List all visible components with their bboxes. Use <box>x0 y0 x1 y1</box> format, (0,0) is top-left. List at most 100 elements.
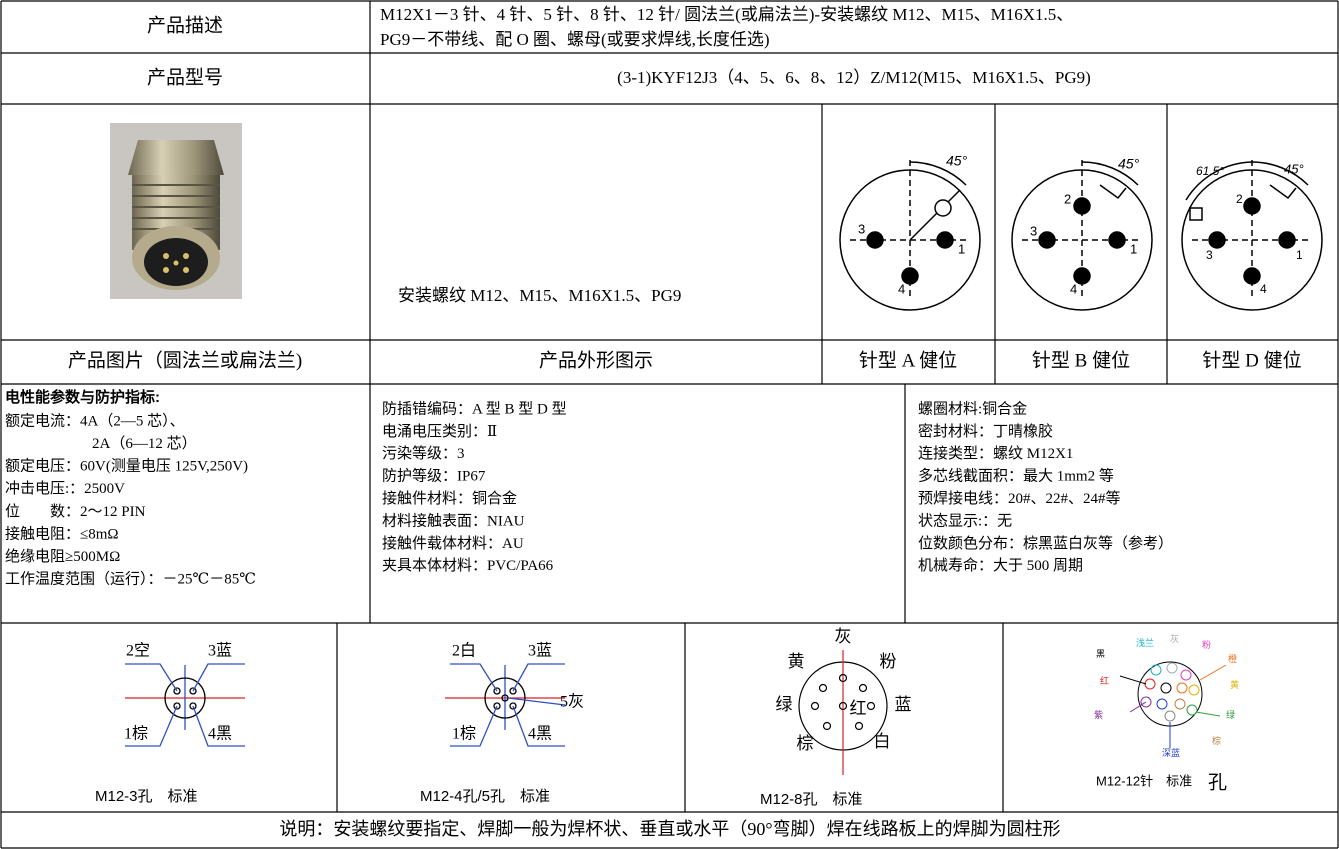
shape <box>164 677 206 719</box>
wire-label: 橙 <box>1228 653 1237 664</box>
shape <box>909 189 961 241</box>
shape <box>1189 207 1203 221</box>
shape <box>1108 231 1126 249</box>
shape <box>183 253 189 259</box>
shape <box>450 663 498 692</box>
shape <box>1195 711 1221 717</box>
angle-label: 61.5° <box>1196 164 1224 178</box>
shape <box>838 701 848 711</box>
shape <box>450 663 566 747</box>
wire-label: 红 <box>850 699 867 718</box>
wire-label: 紫 <box>1094 710 1103 720</box>
shape <box>1199 664 1227 681</box>
shape <box>1176 682 1188 694</box>
shape <box>192 663 245 692</box>
spec-line: 多芯线截面积：最大 1mm2 等 <box>918 467 1114 485</box>
description-line: M12X1－3 针、4 针、5 针、8 针、12 针/ 圆法兰(或扁法兰)-安装… <box>380 5 1073 24</box>
wire-label: 粉 <box>880 652 897 671</box>
shape <box>858 683 868 693</box>
wire-label: 绿 <box>1226 709 1235 720</box>
shape <box>173 260 179 266</box>
row-label: 产品型号 <box>147 66 223 88</box>
wire-label: 浅兰 <box>1136 637 1154 648</box>
shape <box>1185 161 1253 201</box>
wire-label: 1棕 <box>452 725 476 743</box>
pin-number: 1 <box>958 241 965 256</box>
shape <box>493 702 501 710</box>
shape <box>818 683 828 693</box>
wire-label: 棕 <box>797 734 814 753</box>
spec-line: 额定电流：4A（2—5 芯）、 <box>5 412 185 429</box>
shape <box>1251 161 1309 186</box>
keying-b <box>1011 160 1153 311</box>
wire-label: 4黑 <box>528 726 552 743</box>
shape <box>512 705 565 747</box>
shape <box>1174 698 1186 710</box>
shape <box>1038 231 1056 249</box>
spec-line: 接触电阻：≤8mΩ <box>5 525 119 542</box>
note: 说明：安装螺纹要指定、焊脚一般为焊杯状、垂直或水平（90°弯脚）焊在线路板上的焊… <box>279 819 1060 839</box>
spec-heading: 电性能参数与防护指标: <box>5 388 160 406</box>
shape <box>838 673 848 683</box>
wire-label: 白 <box>874 732 891 751</box>
shape <box>854 721 864 731</box>
shape <box>189 687 197 695</box>
shape <box>1160 682 1172 694</box>
wire-label: 3蓝 <box>528 642 552 660</box>
wire-label: 深蓝 <box>1162 747 1180 758</box>
wiring-12 <box>1119 661 1227 748</box>
spec-line: 额定电压：60V(测量电压 125V,250V) <box>5 458 248 475</box>
wiring-caption: M12-4孔/5孔 标准 <box>420 788 550 805</box>
shape <box>1140 696 1152 708</box>
spec-line: 防插错编码：A 型 B 型 D 型 <box>382 400 567 417</box>
shape <box>1278 231 1296 249</box>
wire-label: 蓝 <box>895 695 912 714</box>
wire-label: 棕 <box>1212 735 1221 746</box>
wiring-caption: M12-3孔 标准 <box>95 788 198 805</box>
shape <box>1099 184 1127 200</box>
spec-line: 夹具本体材料：PVC/PA66 <box>382 557 554 574</box>
shape <box>484 677 526 719</box>
wire-label: 灰 <box>1170 633 1179 644</box>
spec-line: 机械寿命：大于 500 周期 <box>918 556 1083 574</box>
spec-line: 绝缘电阻≥500MΩ <box>5 548 120 565</box>
shape <box>125 705 178 747</box>
spec-line: 污染等级：3 <box>382 444 465 462</box>
wiring-caption: M12-8孔 标准 <box>760 791 863 808</box>
spec-line: 工作温度范围（运行）：－25℃－85℃ <box>5 571 256 588</box>
wiring-3 <box>125 663 245 747</box>
shape <box>1144 678 1156 690</box>
caption: 针型 B 健位 <box>1032 349 1130 371</box>
shape <box>163 253 169 259</box>
shape <box>1164 710 1176 722</box>
shape <box>1073 267 1091 285</box>
wire-label: 黄 <box>788 652 805 671</box>
shape <box>509 702 517 710</box>
shape <box>1073 197 1091 215</box>
shape <box>1188 684 1200 696</box>
shape <box>936 231 954 249</box>
shape <box>1166 662 1178 674</box>
mount-text: 安装螺纹 M12、M15、M16X1.5、PG9 <box>398 286 681 305</box>
shape <box>450 705 498 747</box>
description-line: PG9－不带线、配 O 圈、螺母(或要求焊线,长度任选) <box>380 30 770 49</box>
spec-line: 接触件材料：铜合金 <box>382 490 517 507</box>
shape <box>1208 231 1226 249</box>
wire-label: 黑 <box>1096 649 1105 659</box>
spec-line: 密封材料：丁晴橡胶 <box>918 423 1053 440</box>
spec-line: 位 数：2～12 PIN <box>5 503 146 520</box>
row-label: 产品描述 <box>147 14 223 36</box>
shape <box>512 663 565 692</box>
shape <box>125 663 245 747</box>
pin-number: 4 <box>1070 281 1077 296</box>
wiring-8 <box>798 650 888 775</box>
shape <box>163 267 169 273</box>
pin-number: 3 <box>1206 248 1213 262</box>
shape <box>1269 184 1297 200</box>
shape <box>934 199 952 217</box>
shape <box>901 267 919 285</box>
specs: 电性能参数与防护指标: 额定电流：4A（2—5 芯）、 2A（6—12 芯） 额定电压… <box>5 388 1173 588</box>
shape <box>163 253 189 273</box>
shape <box>192 705 245 747</box>
